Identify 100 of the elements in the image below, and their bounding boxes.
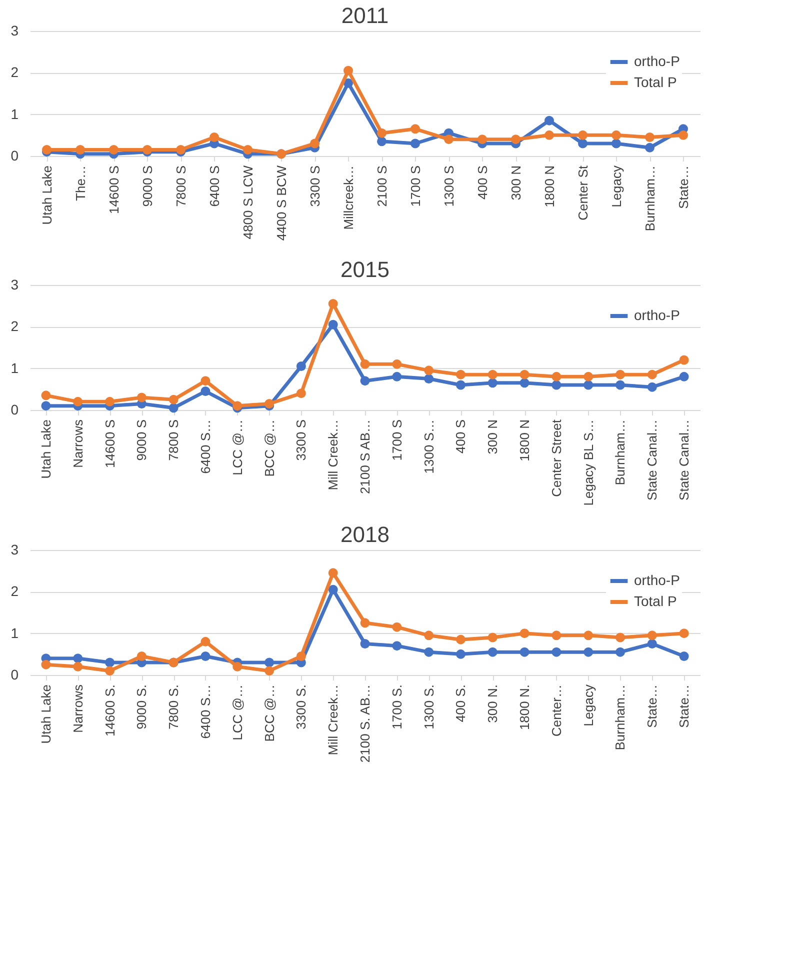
point [200,652,210,661]
x-tick-label: 2100 S [374,165,390,207]
point [296,362,306,371]
x-tick-label: The… [72,166,88,201]
point [552,372,562,382]
x-tick-label: 300 N [508,166,524,200]
point [41,401,51,411]
point [109,145,118,154]
point [578,130,588,140]
point [76,145,85,154]
point [360,639,370,648]
legend-label: ortho-P [634,572,680,588]
point [612,138,621,148]
x-tick-label: 1700 S. [389,684,404,730]
point [328,568,338,578]
x-tick-label: Utah Lake [38,684,54,744]
x-tick-label: 7800 S [166,419,182,461]
x-tick-label: 14600 S [102,419,118,468]
x-tick-label: 6400 S [206,165,222,207]
x-tick-label: 2100 S. AB… [358,684,372,763]
x-tick-label: 4400 S BCW [274,164,289,241]
point [41,390,51,400]
x-tick-label: State… [676,684,692,728]
x-tick-label: Utah Lake [38,420,54,479]
x-tick-label: 1300 S. [421,684,436,730]
x-tick-label: State… [644,684,660,728]
x-tick-label: 6400 S… [198,684,213,739]
x-tick-label: Narrows [70,419,86,468]
point [520,628,530,638]
point [544,116,554,126]
x-tick-label: 1800 N [517,420,532,462]
point [377,128,386,138]
point [168,394,178,404]
point [41,660,51,670]
point [544,130,554,140]
point [168,403,178,413]
legend-label: ortho-P [634,307,680,323]
point [584,630,594,640]
x-tick-label: 1800 N [542,166,557,208]
x-tick-label: 6400 S… [198,420,213,474]
point [73,662,83,672]
chart-title: 2015 [340,257,390,282]
x-tick-label: 9000 S [140,165,155,207]
legend-label: Total P [634,593,677,609]
point [615,632,625,642]
point [142,145,152,154]
point [647,370,657,380]
point [328,299,338,308]
x-tick-label: LCC @… [230,684,245,740]
point [105,396,115,406]
x-tick-label: 1300 S… [421,420,436,474]
x-tick-label: 3300 S. [294,684,309,730]
point [552,380,562,390]
point [105,658,115,668]
x-tick-label: Mill Creek… [326,684,341,756]
point [444,134,454,144]
point [392,359,402,369]
point [310,138,320,148]
x-tick-label: Burnham… [612,684,628,750]
point [392,372,402,382]
y-tick-label: 0 [10,402,19,418]
y-tick-label: 1 [10,106,19,122]
point [612,130,621,140]
legend-label: Total P [634,74,677,90]
point [584,380,594,390]
point [424,366,434,376]
point [392,641,402,651]
x-tick-label: 300 N [485,420,500,454]
point [73,654,83,664]
x-tick-label: 3300 S [294,419,309,461]
x-tick-label: 1300 S [441,165,456,207]
point [200,636,210,646]
point [520,370,530,380]
point [488,632,498,642]
point [578,138,588,148]
point [478,134,487,144]
point [552,630,562,640]
y-tick-label: 0 [10,148,19,164]
point [488,378,498,388]
point [552,647,562,657]
point [264,658,274,668]
x-tick-label: 4800 S LCW [240,164,256,240]
point [424,647,434,657]
point [243,145,252,154]
point [679,652,689,661]
point [232,662,242,672]
point [136,652,146,661]
point [136,392,146,402]
point [296,388,306,398]
point [210,132,219,142]
x-tick-label: State Canal… [644,420,660,500]
point [511,134,520,144]
point [647,382,657,392]
point [264,399,274,408]
point [456,649,466,659]
x-tick-label: BCC @… [262,684,277,742]
point [176,145,186,154]
point [200,376,210,386]
point [360,618,370,628]
x-tick-label: 400 S. [453,684,468,722]
